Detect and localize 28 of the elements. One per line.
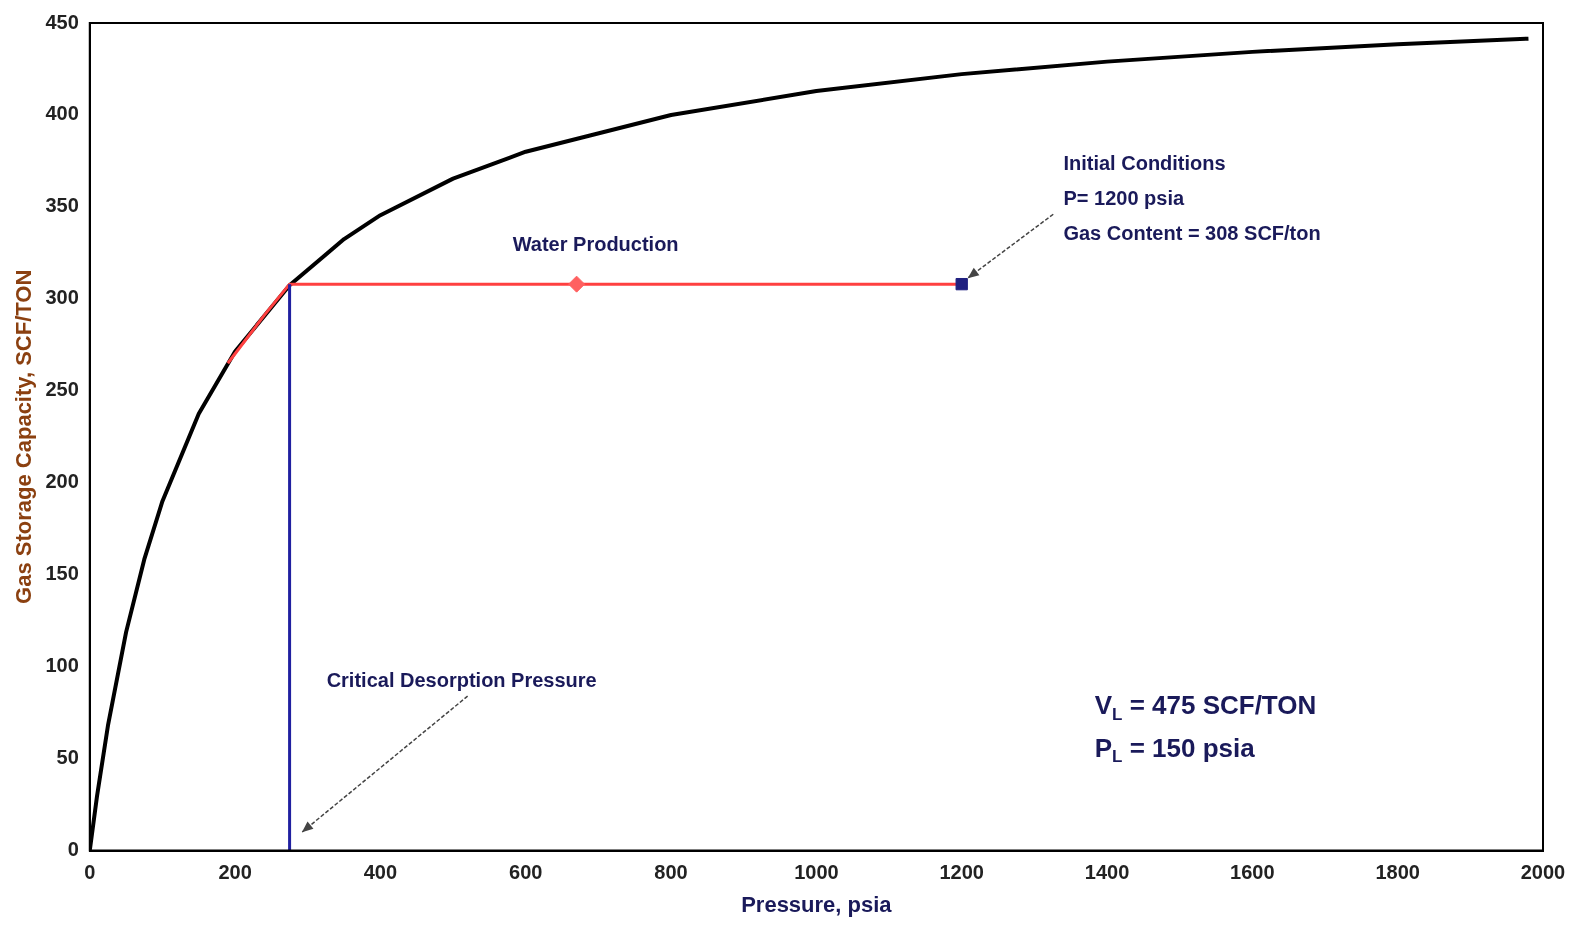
annotation: P= 1200 psia [1063,187,1185,210]
x-tick-label: 1600 [1230,861,1275,884]
x-tick-label: 1800 [1375,861,1420,884]
y-tick-label: 50 [56,746,79,769]
x-tick-label: 2000 [1520,861,1566,884]
x-tick-label: 1000 [794,861,839,884]
x-tick-label: 200 [218,861,252,884]
x-tick-label: 1200 [939,861,984,884]
y-tick-label: 150 [45,562,79,585]
x-tick-label: 0 [84,861,96,884]
y-tick-label: 200 [45,470,79,493]
y-tick-label: 100 [45,654,79,677]
x-tick-label: 600 [509,861,543,884]
x-tick-label: 800 [654,861,688,884]
annotation: Water Production [512,233,679,256]
annotation: Initial Conditions [1063,152,1226,175]
annotation: Critical Desorption Pressure [326,668,597,691]
x-axis-title: Pressure, psia [741,891,893,917]
y-axis-title: Gas Storage Capacity, SCF/TON [11,269,37,604]
y-tick-label: 350 [45,194,79,217]
x-tick-label: 1400 [1084,861,1130,884]
y-tick-label: 300 [45,286,79,309]
x-tick-label: 400 [363,861,398,884]
annotation: Gas Content = 308 SCF/ton [1063,222,1321,245]
y-tick-label: 450 [45,10,79,33]
y-tick-label: 250 [45,378,79,401]
y-tick-label: 0 [67,838,79,861]
y-tick-label: 400 [45,102,79,125]
